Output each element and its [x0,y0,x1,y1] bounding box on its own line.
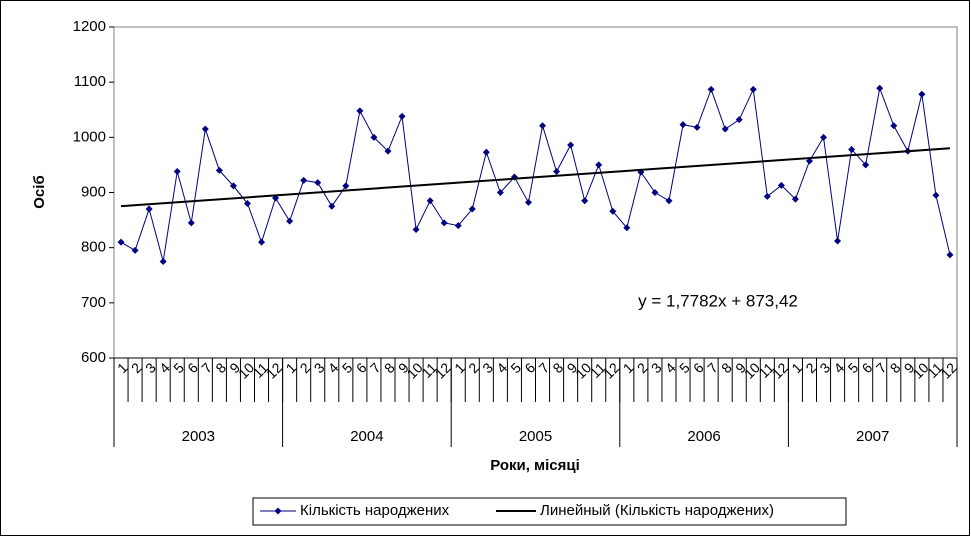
data-point [735,116,743,124]
data-point [820,133,828,141]
legend-marker [274,507,282,515]
data-point [805,157,813,165]
group-label: 2004 [350,428,383,445]
data-point [946,251,954,259]
data-point [328,202,336,210]
data-point [314,179,322,187]
data-point [876,84,884,92]
data-point [145,205,153,213]
data-point [131,246,139,254]
data-point [539,122,547,130]
y-tick-label: 1200 [73,18,106,35]
data-point [651,189,659,196]
data-point [454,222,462,230]
data-point [791,195,799,203]
data-point [159,257,167,265]
data-point [595,161,603,169]
data-point [665,197,673,205]
data-point [693,123,701,131]
legend-label: Кількість народжених [300,502,450,519]
group-label: 2003 [182,428,215,445]
data-point [918,90,926,98]
data-point [623,224,631,232]
data-point [482,148,490,156]
data-point [412,225,420,233]
data-point [834,237,842,245]
plot-area [113,26,958,359]
data-point [932,191,940,199]
trend-line [120,147,951,208]
data-point [173,168,181,176]
y-tick-label: 1100 [74,73,106,90]
data-point [468,205,476,213]
data-point [749,85,757,93]
data-point [777,181,785,189]
data-point [721,125,729,133]
data-point [201,125,209,133]
y-tick-label: 900 [81,183,106,200]
x-axis-title: Роки, місяці [490,457,580,474]
group-label: 2007 [856,428,889,445]
data-point [286,217,294,225]
data-point [426,197,434,205]
y-tick-label: 800 [81,239,106,256]
data-point [384,147,392,155]
data-point [890,122,898,130]
data-point [300,176,308,184]
data-point [342,182,350,190]
trend-equation: y = 1,7782x + 873,42 [638,291,798,310]
data-point [553,168,561,176]
data-point [440,219,448,227]
y-tick-label: 600 [81,349,106,366]
group-label: 2006 [687,428,720,445]
data-point [370,133,378,141]
data-point [763,192,771,200]
data-point [581,197,589,205]
data-point [862,161,870,169]
data-point [243,200,251,208]
data-point [567,141,575,149]
legend-label: Линейный (Кількість народжених) [540,502,774,519]
data-point [187,219,195,227]
data-point [258,238,266,246]
data-point [679,121,687,129]
data-point [707,85,715,93]
data-point [117,238,125,246]
y-tick-label: 700 [81,294,106,311]
data-point [398,112,406,120]
y-axis-title: Осіб [31,175,48,208]
data-point [229,182,237,190]
data-point [215,166,223,174]
data-point [356,107,364,115]
y-tick-label: 1000 [73,128,106,145]
legend [252,497,847,526]
group-label: 2005 [519,428,552,445]
data-point [524,198,532,206]
data-point [609,207,617,215]
data-point [496,189,504,196]
data-point [848,145,856,153]
